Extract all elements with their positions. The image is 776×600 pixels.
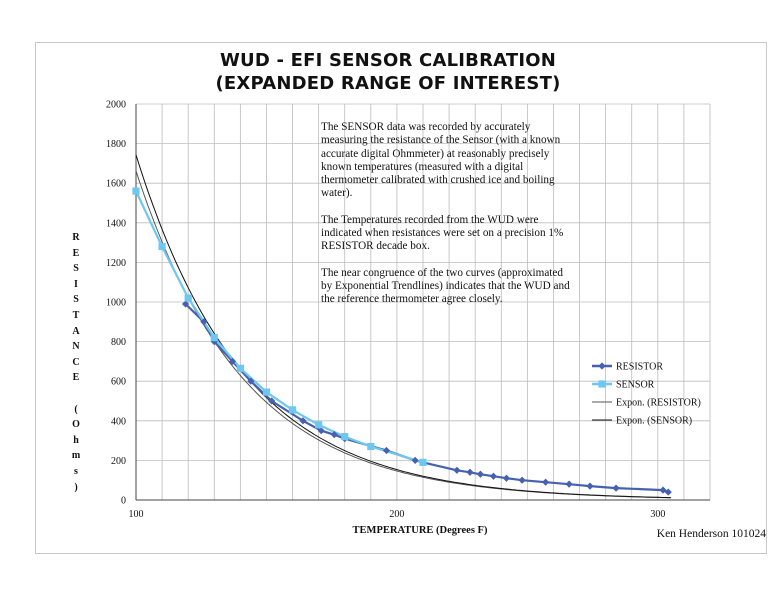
resistor-point <box>247 377 255 385</box>
y-axis-label-letter: I <box>74 278 78 290</box>
sensor-point <box>184 294 192 302</box>
resistor-point <box>542 478 550 486</box>
resistor-point <box>489 472 498 480</box>
resistor-point <box>181 300 190 308</box>
annotation-paragraph: The Temperatures recorded from the WUD w… <box>321 213 564 253</box>
resistor-line <box>184 303 669 494</box>
resistor-point <box>466 468 474 476</box>
y-tick-label: 1600 <box>106 179 126 190</box>
legend-label: Expon. (SENSOR) <box>616 416 692 427</box>
sensor-point <box>236 364 244 372</box>
resistor-point <box>210 338 218 346</box>
y-tick-label: 400 <box>111 416 126 427</box>
annotation-paragraph: The near congruence of the two curves (a… <box>321 266 570 306</box>
y-tick-label: 800 <box>111 337 126 348</box>
sensor-point <box>419 458 427 466</box>
y-axis-label-letter: R <box>72 232 80 243</box>
resistor-point <box>518 476 526 484</box>
resistor-point <box>317 427 325 435</box>
sensor-point <box>210 334 218 342</box>
legend: RESISTOR SENSOR Expon. (RESISTOR) Expon. (S… <box>592 362 701 427</box>
y-axis-label-letter: m <box>71 450 81 462</box>
resistor-point <box>453 466 461 474</box>
resistor-point <box>382 446 391 455</box>
y-axis-label-letter: E <box>72 247 80 259</box>
sensor-point <box>341 433 349 441</box>
y-tick-label: 1000 <box>106 298 126 309</box>
chart-title: WUD - EFI SENSOR CALIBRATION <box>219 50 557 71</box>
x-axis-label: TEMPERATURE (Degrees F) <box>352 525 488 536</box>
sensor-point <box>367 442 375 451</box>
legend-marker <box>598 362 606 370</box>
resistor-point <box>330 431 338 439</box>
legend-label: RESISTOR <box>616 362 663 373</box>
resistor-point <box>586 482 594 490</box>
y-tick-label: 1800 <box>106 139 126 150</box>
y-axis-label-letter: N <box>72 341 80 353</box>
x-tick-label: 100 <box>129 509 144 520</box>
sensor-point <box>158 242 166 251</box>
data-markers <box>132 187 672 496</box>
y-tick-label: 200 <box>111 456 126 467</box>
resistor-point <box>411 456 419 464</box>
x-tick-label: 200 <box>389 509 404 520</box>
resistor-point <box>200 318 208 326</box>
legend-marker <box>598 380 606 388</box>
legend-label: SENSOR <box>616 380 655 391</box>
legend-label: Expon. (RESISTOR) <box>616 398 701 409</box>
annotation-paragraph: The SENSOR data was recorded by accurate… <box>321 121 561 200</box>
y-axis-label-letter: ( <box>74 403 78 415</box>
chart-frame <box>35 42 767 554</box>
resistor-point <box>664 488 672 496</box>
y-axis-label-letter: h <box>73 434 79 446</box>
annotation-note: The SENSOR data was recorded by accurate… <box>321 121 571 320</box>
sensor-point <box>288 406 297 414</box>
resistor-point <box>612 484 620 492</box>
y-tick-label: 600 <box>111 377 126 388</box>
y-axis-label-letter: ) <box>74 481 78 493</box>
sensor-point <box>262 388 271 396</box>
resistor-point <box>228 357 237 365</box>
axes <box>135 104 710 501</box>
resistor-point <box>299 417 307 425</box>
y-tick-label: 0 <box>121 496 126 507</box>
tick-labels: 0 200 400 600 800 1000 1200 1400 1600 1800 2000 100… <box>106 100 665 521</box>
y-axis-label-letter: C <box>72 356 80 368</box>
y-axis-label-letter: s <box>74 465 78 477</box>
sensor-point <box>315 421 323 429</box>
y-axis-label-letter: T <box>72 309 80 321</box>
y-axis-label-letter: S <box>73 263 79 275</box>
resistor-point <box>268 397 276 405</box>
chart-subtitle: (EXPANDED RANGE OF INTEREST) <box>215 73 561 94</box>
resistor-point <box>476 470 484 478</box>
x-tick-label: 300 <box>650 509 665 520</box>
resistor-point <box>502 474 511 482</box>
y-axis-label-letter: E <box>72 372 80 384</box>
y-tick-label: 2000 <box>106 100 126 111</box>
y-axis-label-letter: A <box>72 325 80 337</box>
y-tick-label: 1200 <box>106 258 126 269</box>
y-axis-label-letter: S <box>73 294 79 306</box>
y-axis-label-letter <box>68 386 84 402</box>
resistor-point <box>659 486 667 494</box>
author-credit: Ken Henderson 101024 <box>656 528 766 540</box>
resistor-point <box>565 480 573 488</box>
grid-lines <box>136 103 711 500</box>
sensor-point <box>132 187 140 195</box>
y-axis-label-letter: O <box>72 419 80 431</box>
y-tick-label: 1400 <box>106 218 126 229</box>
